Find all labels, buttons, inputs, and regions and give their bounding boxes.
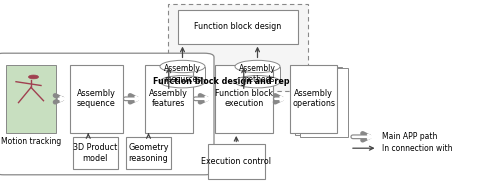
Ellipse shape <box>160 60 205 73</box>
FancyBboxPatch shape <box>72 137 118 169</box>
Polygon shape <box>235 66 280 82</box>
Text: Assembly
features: Assembly features <box>150 89 188 108</box>
Circle shape <box>28 75 38 79</box>
Text: Motion tracking: Motion tracking <box>1 137 61 146</box>
FancyBboxPatch shape <box>178 10 298 44</box>
Text: Geometry
reasoning: Geometry reasoning <box>128 143 169 163</box>
Text: Assembly
operations: Assembly operations <box>292 89 335 108</box>
FancyBboxPatch shape <box>290 65 338 133</box>
FancyBboxPatch shape <box>6 65 56 133</box>
FancyBboxPatch shape <box>295 66 343 135</box>
Text: Main APP path: Main APP path <box>382 132 438 141</box>
Text: Function block
execution: Function block execution <box>214 89 273 108</box>
Text: In connection with: In connection with <box>382 144 453 153</box>
FancyBboxPatch shape <box>168 4 308 91</box>
FancyBboxPatch shape <box>215 65 272 133</box>
Ellipse shape <box>235 60 280 73</box>
Ellipse shape <box>235 76 280 88</box>
Text: 3D Product
model: 3D Product model <box>73 143 117 163</box>
Text: Assembly
resources: Assembly resources <box>164 64 201 84</box>
FancyBboxPatch shape <box>208 144 265 179</box>
FancyBboxPatch shape <box>145 65 192 133</box>
FancyBboxPatch shape <box>126 137 171 169</box>
Ellipse shape <box>160 76 205 88</box>
Text: Assembly
sequence: Assembly sequence <box>77 89 116 108</box>
Text: Function block design: Function block design <box>194 22 281 31</box>
FancyBboxPatch shape <box>70 65 122 133</box>
FancyBboxPatch shape <box>0 53 214 175</box>
Polygon shape <box>160 66 205 82</box>
FancyBboxPatch shape <box>300 68 348 137</box>
Text: Execution control: Execution control <box>201 157 271 166</box>
Text: Assembly
methods: Assembly methods <box>239 64 276 84</box>
Text: Function block design and repository: Function block design and repository <box>154 77 322 86</box>
